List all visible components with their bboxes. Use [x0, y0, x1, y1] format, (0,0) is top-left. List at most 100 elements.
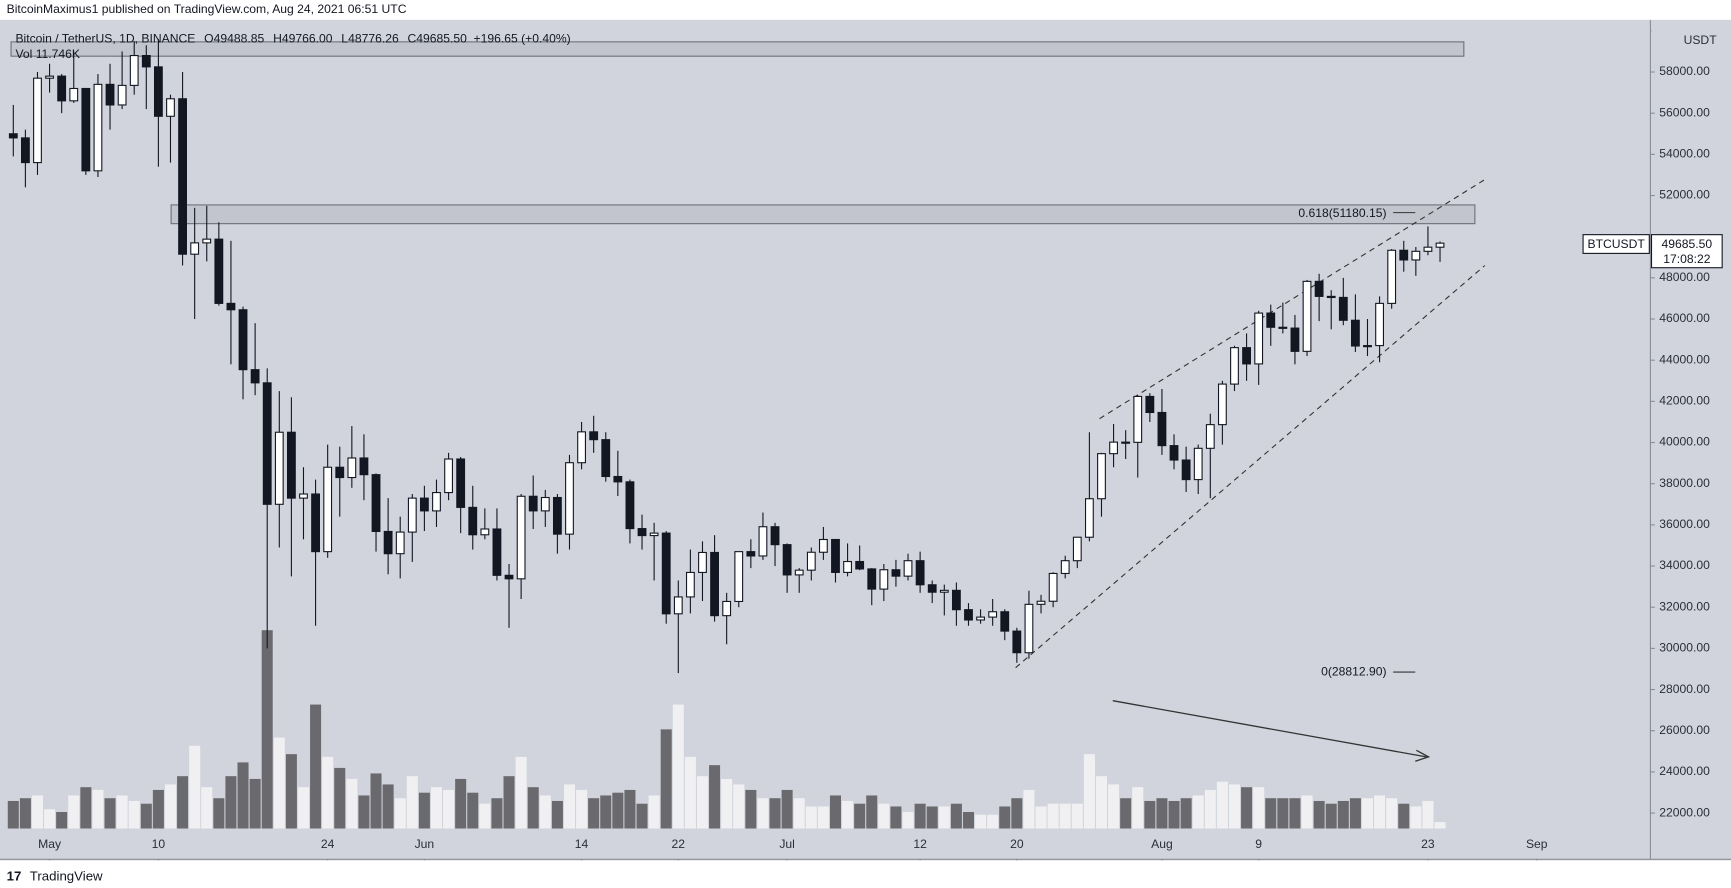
volume-bar — [696, 776, 709, 829]
volume-bar — [164, 784, 177, 829]
candle-body — [1350, 319, 1360, 347]
volume-bar — [745, 789, 757, 829]
candle-body — [891, 569, 901, 577]
candle-body — [782, 544, 792, 576]
candle-body — [456, 458, 466, 508]
candle-body — [939, 589, 949, 593]
volume-bar — [684, 756, 696, 829]
x-tick-label: 9 — [1255, 837, 1262, 851]
volume-bar — [177, 776, 189, 829]
y-tick-label: 42000.00 — [1659, 394, 1710, 408]
candle-body — [698, 551, 707, 573]
candle-body — [153, 66, 163, 117]
candle-body — [601, 439, 611, 478]
y-tick-label: 24000.00 — [1659, 764, 1710, 778]
volume-bar — [491, 798, 503, 829]
axes: 22000.00 24000.00 26000.00 28000.00 30000.00… — [38, 23, 1710, 864]
x-tick-label: Jun — [415, 837, 435, 851]
volume-bar — [334, 767, 346, 829]
y-tick-label: 38000.00 — [1659, 476, 1710, 490]
candle-body — [20, 137, 30, 164]
candle-body — [528, 495, 538, 512]
resistance-zone — [170, 204, 1476, 225]
volume-bar — [1071, 803, 1083, 829]
volume-bar — [1132, 787, 1144, 829]
x-tick-label: May — [38, 837, 62, 851]
footer — [0, 860, 1731, 888]
symbol: BTCUSDT — [1588, 237, 1646, 251]
volume-bar — [503, 776, 515, 829]
candle-body — [45, 75, 54, 79]
candle-body — [1133, 395, 1143, 443]
volume-bar — [1289, 798, 1301, 829]
volume-bar — [310, 704, 322, 829]
legend-key: C — [408, 32, 417, 46]
volume-bar — [285, 754, 297, 829]
volume-bar — [551, 800, 563, 829]
candle-body — [806, 551, 816, 571]
volume-bar — [829, 795, 842, 829]
candle-body — [770, 526, 780, 546]
candle-body — [1000, 611, 1010, 632]
y-tick-label: 34000.00 — [1659, 558, 1710, 572]
x-tick-label: Aug — [1151, 837, 1173, 851]
candle-body — [710, 551, 719, 617]
candle-body — [105, 83, 115, 106]
legend-change: +196.65 (+0.40%) — [474, 32, 571, 46]
volume-bar — [322, 756, 334, 829]
legend-key: L — [341, 32, 348, 46]
volume-bar — [201, 787, 213, 829]
candle-body — [1326, 295, 1336, 299]
volume-bar — [1349, 798, 1361, 829]
candle-body — [1230, 347, 1239, 385]
candle-body — [831, 538, 840, 573]
volume-bar — [56, 811, 68, 829]
candle-body — [540, 496, 550, 512]
volume-bar — [987, 814, 999, 829]
y-tick-label: 22000.00 — [1659, 805, 1710, 819]
legend-value: 49766.00 — [282, 32, 333, 46]
volume-bar — [479, 803, 491, 829]
candle-body — [988, 611, 998, 618]
volume-bar — [769, 798, 781, 829]
candle-body — [867, 568, 877, 590]
candle-body — [673, 596, 683, 615]
candle-body — [589, 431, 599, 441]
volume-bar — [962, 811, 975, 829]
volume-bar — [588, 798, 600, 829]
volume-bar — [866, 795, 878, 829]
candle-body — [1060, 560, 1070, 575]
candle-body — [178, 98, 187, 255]
volume-bar — [140, 803, 152, 829]
candle-body — [504, 574, 514, 580]
volume-bar — [370, 773, 382, 829]
volume-bar — [1108, 784, 1120, 829]
volume-bar — [1192, 795, 1204, 829]
volume-bar — [878, 803, 890, 829]
volume-bar — [249, 778, 261, 829]
candle-body — [1302, 280, 1312, 352]
volume-bar — [1277, 798, 1289, 829]
volume-bar — [1422, 800, 1434, 829]
candle-body — [879, 569, 889, 590]
currency-bg — [1651, 22, 1731, 49]
fib-label: 0.618(51180.15) — [1298, 206, 1386, 220]
volume-bar — [576, 789, 588, 829]
candle-body — [552, 496, 562, 535]
volume-bar — [418, 792, 430, 829]
volume-bar — [1216, 781, 1228, 829]
candle-body — [335, 466, 345, 479]
candle-body — [492, 528, 502, 576]
candle-body — [480, 528, 490, 536]
volume-bar — [781, 789, 793, 829]
volume-bar — [854, 803, 866, 829]
volume-bar — [213, 798, 225, 829]
volume-bar — [1047, 803, 1059, 829]
candle-body — [1048, 572, 1058, 602]
candle-body — [722, 600, 732, 617]
candle-body — [818, 538, 828, 553]
volume-bar — [539, 795, 551, 829]
candle-body — [432, 492, 441, 512]
legend-key: H — [273, 32, 282, 46]
candle-body — [238, 309, 248, 371]
